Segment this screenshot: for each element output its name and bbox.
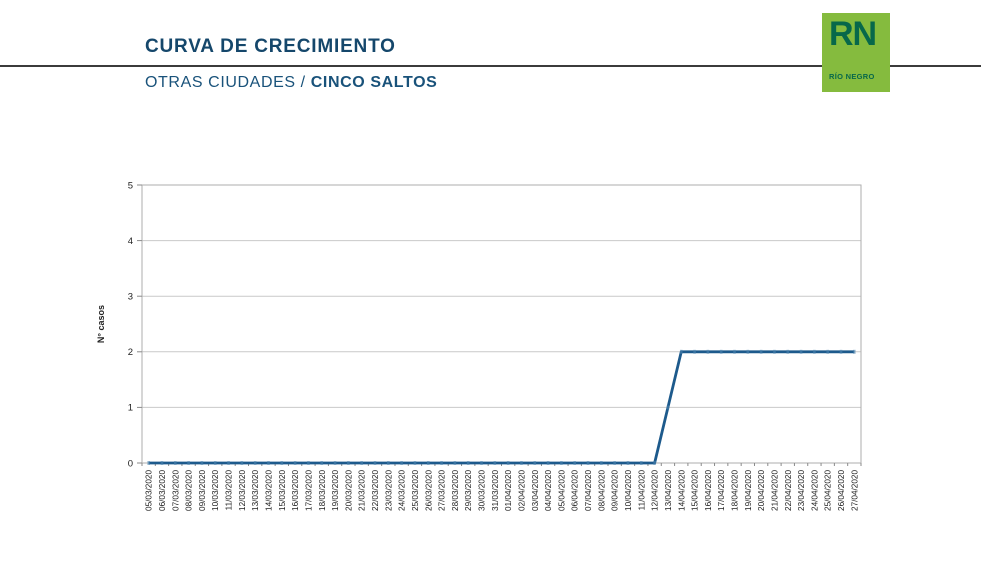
chart-canvas: 0 1 2 3 4 5 05/03/2020 06/03/2020 07/03/2020 08/0…	[96, 180, 862, 511]
svg-text:25/03/2020: 25/03/2020	[411, 470, 420, 511]
svg-text:05/03/2020: 05/03/2020	[145, 470, 154, 511]
logo-name: RÍO NEGRO	[829, 72, 875, 81]
growth-line-chart: 0 1 2 3 4 5 05/03/2020 06/03/2020 07/03/2020 08/0…	[0, 160, 981, 560]
svg-text:06/04/2020: 06/04/2020	[571, 470, 580, 511]
svg-text:16/03/2020: 16/03/2020	[291, 470, 300, 511]
svg-text:07/04/2020: 07/04/2020	[584, 470, 593, 511]
svg-text:12/04/2020: 12/04/2020	[651, 470, 660, 511]
svg-text:22/04/2020: 22/04/2020	[784, 470, 793, 511]
svg-text:3: 3	[128, 292, 133, 303]
svg-text:09/04/2020: 09/04/2020	[611, 470, 620, 511]
svg-text:14/03/2020: 14/03/2020	[264, 470, 273, 511]
svg-text:26/04/2020: 26/04/2020	[837, 470, 846, 511]
svg-text:12/03/2020: 12/03/2020	[238, 470, 247, 511]
svg-text:07/03/2020: 07/03/2020	[171, 470, 180, 511]
svg-text:18/04/2020: 18/04/2020	[731, 470, 740, 511]
svg-text:19/04/2020: 19/04/2020	[744, 470, 753, 511]
svg-text:17/03/2020: 17/03/2020	[304, 470, 313, 511]
svg-text:29/03/2020: 29/03/2020	[464, 470, 473, 511]
svg-text:18/03/2020: 18/03/2020	[318, 470, 327, 511]
svg-text:22/03/2020: 22/03/2020	[371, 470, 380, 511]
svg-text:25/04/2020: 25/04/2020	[824, 470, 833, 511]
svg-text:06/03/2020: 06/03/2020	[158, 470, 167, 511]
subtitle-city: CINCO SALTOS	[310, 74, 438, 91]
svg-text:20/04/2020: 20/04/2020	[757, 470, 766, 511]
page-subtitle: OTRAS CIUDADES / CINCO SALTOS	[145, 74, 437, 92]
svg-text:24/04/2020: 24/04/2020	[810, 470, 819, 511]
svg-text:17/04/2020: 17/04/2020	[717, 470, 726, 511]
svg-text:30/03/2020: 30/03/2020	[478, 470, 487, 511]
subtitle-prefix: OTRAS CIUDADES /	[145, 74, 311, 91]
svg-text:2: 2	[128, 347, 133, 358]
page-title: CURVA DE CRECIMIENTO	[145, 36, 396, 57]
svg-text:01/04/2020: 01/04/2020	[504, 470, 513, 511]
svg-text:13/03/2020: 13/03/2020	[251, 470, 260, 511]
svg-text:23/04/2020: 23/04/2020	[797, 470, 806, 511]
logo-acronym: RN	[829, 15, 877, 53]
svg-text:19/03/2020: 19/03/2020	[331, 470, 340, 511]
svg-text:4: 4	[128, 236, 133, 247]
svg-text:0: 0	[128, 458, 133, 469]
svg-text:23/03/2020: 23/03/2020	[384, 470, 393, 511]
svg-text:11/04/2020: 11/04/2020	[637, 470, 646, 511]
svg-text:15/04/2020: 15/04/2020	[691, 470, 700, 511]
svg-text:13/04/2020: 13/04/2020	[664, 470, 673, 511]
svg-text:31/03/2020: 31/03/2020	[491, 470, 500, 511]
svg-text:08/04/2020: 08/04/2020	[597, 470, 606, 511]
svg-text:24/03/2020: 24/03/2020	[398, 470, 407, 511]
svg-text:11/03/2020: 11/03/2020	[225, 470, 234, 511]
svg-text:08/03/2020: 08/03/2020	[185, 470, 194, 511]
svg-text:16/04/2020: 16/04/2020	[704, 470, 713, 511]
svg-text:05/04/2020: 05/04/2020	[557, 470, 566, 511]
svg-text:1: 1	[128, 403, 133, 414]
svg-text:N° casos: N° casos	[96, 305, 106, 343]
svg-text:10/03/2020: 10/03/2020	[211, 470, 220, 511]
rio-negro-logo: RN RÍO NEGRO	[822, 13, 890, 92]
svg-text:02/04/2020: 02/04/2020	[517, 470, 526, 511]
svg-text:14/04/2020: 14/04/2020	[677, 470, 686, 511]
svg-text:15/03/2020: 15/03/2020	[278, 470, 287, 511]
svg-text:26/03/2020: 26/03/2020	[424, 470, 433, 511]
svg-text:03/04/2020: 03/04/2020	[531, 470, 540, 511]
svg-text:20/03/2020: 20/03/2020	[344, 470, 353, 511]
header-rule	[0, 65, 981, 67]
svg-text:5: 5	[128, 180, 133, 191]
svg-text:27/04/2020: 27/04/2020	[850, 470, 859, 511]
svg-text:27/03/2020: 27/03/2020	[438, 470, 447, 511]
svg-text:28/03/2020: 28/03/2020	[451, 470, 460, 511]
svg-text:10/04/2020: 10/04/2020	[624, 470, 633, 511]
svg-text:09/03/2020: 09/03/2020	[198, 470, 207, 511]
svg-text:21/03/2020: 21/03/2020	[358, 470, 367, 511]
svg-text:04/04/2020: 04/04/2020	[544, 470, 553, 511]
svg-text:21/04/2020: 21/04/2020	[770, 470, 779, 511]
